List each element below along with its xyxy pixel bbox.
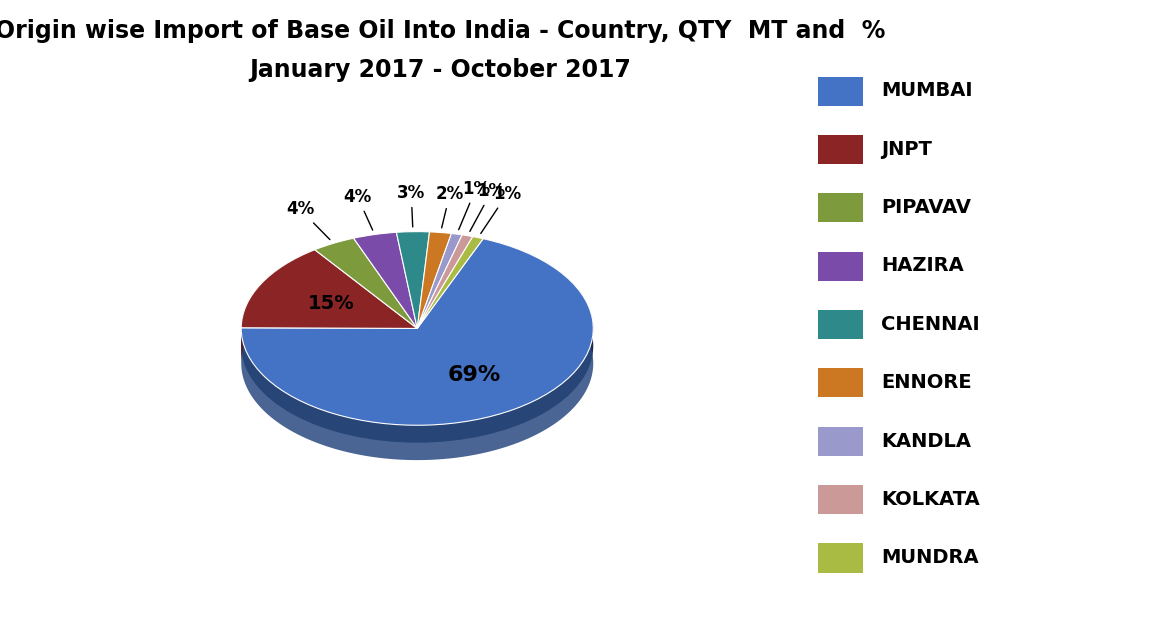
Text: 1%: 1% [459,180,490,230]
Text: 3%: 3% [398,184,425,227]
Wedge shape [241,239,593,425]
Text: PIPAVAV: PIPAVAV [881,198,971,217]
FancyBboxPatch shape [818,368,863,397]
Text: January 2017 - October 2017: January 2017 - October 2017 [249,58,632,82]
Text: 1%: 1% [469,182,505,231]
Text: MUNDRA: MUNDRA [881,548,978,567]
FancyBboxPatch shape [818,135,863,164]
Text: 15%: 15% [308,294,355,314]
Wedge shape [417,234,462,328]
Text: JNPT: JNPT [881,140,932,158]
Polygon shape [241,250,315,363]
Text: 4%: 4% [286,200,330,240]
FancyBboxPatch shape [818,427,863,456]
Wedge shape [417,235,473,328]
Text: CHENNAI: CHENNAI [881,315,979,334]
FancyBboxPatch shape [818,193,863,222]
Text: MUMBAI: MUMBAI [881,81,972,100]
Text: HAZIRA: HAZIRA [881,256,963,276]
Text: KOLKATA: KOLKATA [881,490,979,509]
Text: KANDLA: KANDLA [881,431,971,451]
Wedge shape [353,232,417,328]
Wedge shape [315,238,417,328]
Wedge shape [417,236,483,328]
Text: ENNORE: ENNORE [881,373,971,392]
Polygon shape [241,239,593,460]
Text: 4%: 4% [343,188,373,230]
Wedge shape [241,250,417,328]
Text: 1%: 1% [481,185,522,234]
Ellipse shape [241,249,593,442]
FancyBboxPatch shape [818,77,863,106]
Text: 2%: 2% [436,185,464,228]
Text: 69%: 69% [447,365,501,385]
Wedge shape [417,232,451,328]
FancyBboxPatch shape [818,544,863,573]
FancyBboxPatch shape [818,485,863,514]
Wedge shape [396,232,430,328]
Text: Origin wise Import of Base Oil Into India - Country, QTY  MT and  %: Origin wise Import of Base Oil Into Indi… [0,19,885,43]
FancyBboxPatch shape [818,252,863,281]
FancyBboxPatch shape [818,310,863,339]
